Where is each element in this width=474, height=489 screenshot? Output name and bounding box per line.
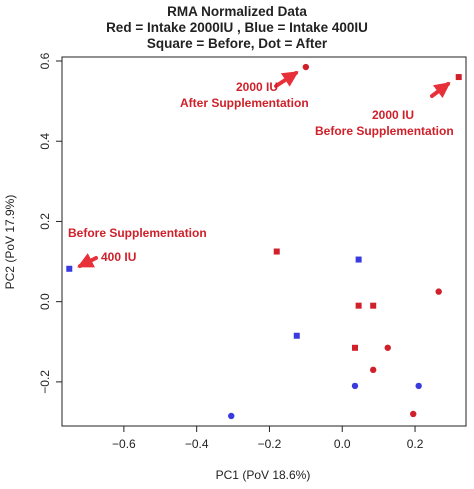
y-axis-ticks: −0.2 0.0 0.2 0.4 0.6 — [38, 52, 62, 394]
y-tick-label: 0.0 — [38, 293, 52, 310]
chart-title-line-2: Red = Intake 2000IU , Blue = Intake 400I… — [106, 20, 368, 35]
annotation-2000-before-line-2: Before Supplementation — [315, 124, 454, 138]
data-point-square-blue — [355, 256, 362, 263]
x-tick-label: −0.2 — [258, 437, 282, 451]
arrow-2000-before — [430, 82, 451, 99]
data-point-square-blue — [293, 332, 300, 339]
y-tick-label: 0.4 — [38, 133, 52, 150]
data-point-dot-red — [410, 410, 417, 418]
data-point-square-red — [355, 302, 362, 309]
x-tick-label: 0.0 — [334, 437, 351, 451]
data-point-square-red — [370, 302, 377, 309]
y-axis-label: PC2 (PoV 17.9%) — [3, 195, 17, 290]
data-points — [66, 63, 462, 420]
data-point-dot-red — [435, 288, 442, 295]
data-point-dot-blue — [228, 412, 235, 420]
x-tick-label: −0.6 — [112, 437, 136, 451]
data-point-dot-red — [369, 366, 377, 374]
data-point-square-red — [351, 344, 358, 351]
chart-title-line-1: RMA Normalized Data — [167, 4, 307, 19]
data-point-dot-blue — [351, 382, 359, 390]
x-tick-label: 0.2 — [407, 437, 424, 451]
data-point-dot-red — [302, 63, 310, 71]
arrow-400 — [77, 253, 98, 268]
chart-title-line-3: Square = Before, Dot = After — [147, 36, 328, 51]
data-point-square-red — [273, 248, 280, 255]
data-point-square-red — [455, 74, 462, 81]
data-point-square-blue — [66, 265, 73, 272]
annotation-2000-before-line-1: 2000 IU — [372, 108, 414, 122]
arrow-2000-after — [274, 71, 299, 88]
data-point-dot-red — [384, 344, 391, 351]
x-tick-label: −0.4 — [185, 437, 209, 451]
plot-frame — [61, 56, 467, 427]
x-axis-label: PC1 (PoV 18.6%) — [216, 468, 311, 482]
annotation-400-iu: 400 IU — [101, 250, 136, 264]
y-tick-label: 0.2 — [38, 213, 52, 230]
data-point-dot-blue — [415, 382, 422, 390]
y-tick-label: 0.6 — [38, 52, 52, 69]
x-axis-ticks: −0.6 −0.4 −0.2 0.0 0.2 — [112, 426, 424, 451]
annotation-2000-after-line-1: 2000 IU — [236, 80, 278, 94]
y-tick-label: −0.2 — [38, 370, 52, 394]
annotation-arrows — [77, 71, 451, 268]
annotation-2000-after-line-2: After Supplementation — [180, 96, 309, 110]
annotation-before-supplementation: Before Supplementation — [68, 226, 207, 240]
